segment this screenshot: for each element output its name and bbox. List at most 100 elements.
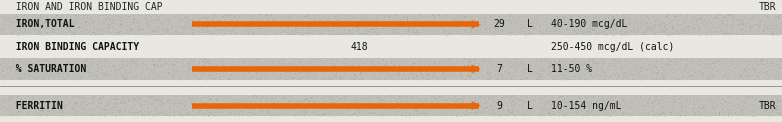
Point <box>188 106 200 108</box>
Point <box>194 58 206 60</box>
Point <box>163 17 175 19</box>
Point <box>282 25 295 26</box>
Point <box>340 32 353 34</box>
Point <box>543 66 555 68</box>
Point <box>391 26 404 28</box>
Point <box>168 100 181 102</box>
Point <box>35 17 48 19</box>
Point <box>403 114 415 116</box>
Point <box>447 68 459 70</box>
Point <box>768 24 780 26</box>
Point <box>728 108 741 110</box>
Point <box>578 61 590 63</box>
Point <box>145 57 158 59</box>
Point <box>276 103 289 105</box>
Point <box>712 26 725 28</box>
Point <box>556 73 569 75</box>
Point <box>111 28 124 30</box>
Point <box>155 110 167 112</box>
Point <box>768 18 780 20</box>
Text: TBR: TBR <box>759 101 777 111</box>
Point <box>595 98 608 100</box>
Point <box>116 101 128 102</box>
Point <box>12 21 24 23</box>
Point <box>282 100 295 102</box>
Point <box>199 29 211 31</box>
Point <box>328 67 341 69</box>
Point <box>347 16 360 18</box>
Point <box>328 102 341 104</box>
Point <box>131 96 144 98</box>
Point <box>266 17 278 19</box>
Point <box>1 17 13 19</box>
Point <box>762 16 774 18</box>
Point <box>616 113 629 115</box>
Point <box>113 102 126 104</box>
Point <box>264 111 276 113</box>
Point <box>632 63 644 65</box>
Point <box>300 72 312 74</box>
Point <box>267 64 279 66</box>
Point <box>326 78 339 80</box>
Point <box>29 24 41 25</box>
Point <box>657 106 669 108</box>
Point <box>87 73 99 75</box>
Point <box>274 108 287 110</box>
Point <box>152 73 164 75</box>
Point <box>464 67 476 69</box>
Point <box>396 61 408 63</box>
Point <box>15 79 27 81</box>
Point <box>579 113 591 115</box>
Point <box>385 67 397 69</box>
Point <box>446 105 458 107</box>
Point <box>193 71 206 73</box>
Point <box>346 24 359 26</box>
Point <box>354 27 367 29</box>
Point <box>317 76 330 78</box>
Point <box>51 69 63 71</box>
Point <box>353 103 365 105</box>
Point <box>599 20 612 22</box>
Point <box>284 76 296 78</box>
Point <box>274 26 287 28</box>
Point <box>358 108 371 110</box>
Point <box>688 20 701 22</box>
Point <box>553 28 565 30</box>
Point <box>746 25 759 27</box>
Point <box>455 98 468 100</box>
Point <box>198 61 210 63</box>
Point <box>498 20 511 22</box>
Point <box>285 30 297 32</box>
Point <box>208 114 221 116</box>
Point <box>540 100 553 102</box>
Point <box>689 113 701 115</box>
Point <box>618 103 630 105</box>
Point <box>452 77 465 79</box>
Point <box>597 70 610 72</box>
Point <box>66 95 79 97</box>
Point <box>443 15 455 16</box>
Point <box>490 65 503 67</box>
Point <box>332 31 345 33</box>
Point <box>292 114 305 116</box>
Point <box>425 22 438 24</box>
Point <box>341 68 353 70</box>
Point <box>698 113 711 115</box>
Point <box>584 102 597 104</box>
Point <box>427 61 439 63</box>
Point <box>48 22 60 24</box>
Point <box>499 113 511 115</box>
Point <box>752 107 765 109</box>
Point <box>566 109 579 111</box>
Point <box>446 114 458 116</box>
Point <box>609 26 622 28</box>
Point <box>517 62 529 64</box>
Point <box>516 58 529 60</box>
Point <box>161 72 174 74</box>
Point <box>560 65 572 67</box>
Point <box>435 24 447 26</box>
Point <box>255 63 267 65</box>
Point <box>368 72 380 74</box>
Point <box>536 97 548 99</box>
Point <box>555 71 568 73</box>
